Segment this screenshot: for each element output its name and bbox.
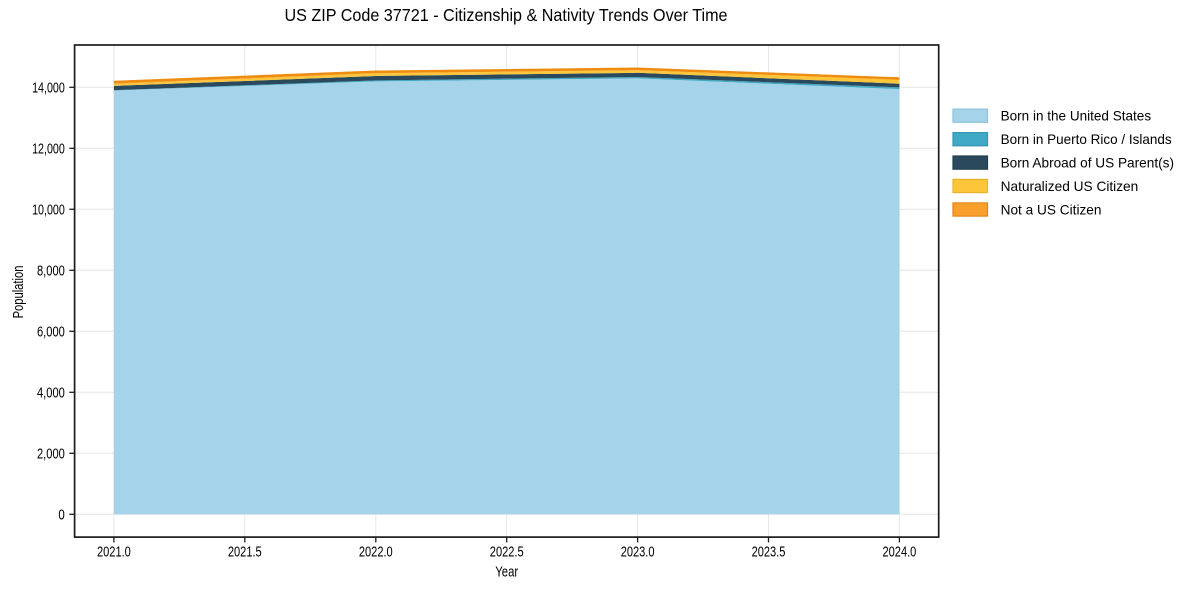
svg-text:Year: Year [495,565,518,581]
svg-text:Born in Puerto Rico / Islands: Born in Puerto Rico / Islands [1001,131,1172,147]
svg-text:2023.5: 2023.5 [752,544,786,561]
svg-text:Born in the United States: Born in the United States [1001,108,1152,124]
svg-text:2022.0: 2022.0 [359,544,393,561]
svg-text:Not a US Citizen: Not a US Citizen [1001,201,1102,217]
svg-text:Born Abroad of US Parent(s): Born Abroad of US Parent(s) [1001,155,1174,171]
svg-text:Naturalized US Citizen: Naturalized US Citizen [1001,178,1139,194]
svg-text:Population: Population [11,266,27,319]
svg-text:2024.0: 2024.0 [883,544,917,561]
svg-text:2022.5: 2022.5 [490,544,524,561]
svg-text:2023.0: 2023.0 [621,544,655,561]
svg-text:8,000: 8,000 [37,263,65,280]
svg-text:4,000: 4,000 [37,385,65,402]
svg-text:14,000: 14,000 [32,80,65,97]
svg-text:6,000: 6,000 [37,324,65,341]
svg-text:2021.0: 2021.0 [97,544,131,561]
svg-text:10,000: 10,000 [32,202,65,219]
svg-text:0: 0 [58,507,64,524]
svg-text:12,000: 12,000 [32,141,65,158]
svg-text:US ZIP Code 37721 - Citizenshi: US ZIP Code 37721 - Citizenship & Nativi… [285,5,728,25]
svg-text:2021.5: 2021.5 [228,544,262,561]
svg-text:2,000: 2,000 [37,446,65,463]
